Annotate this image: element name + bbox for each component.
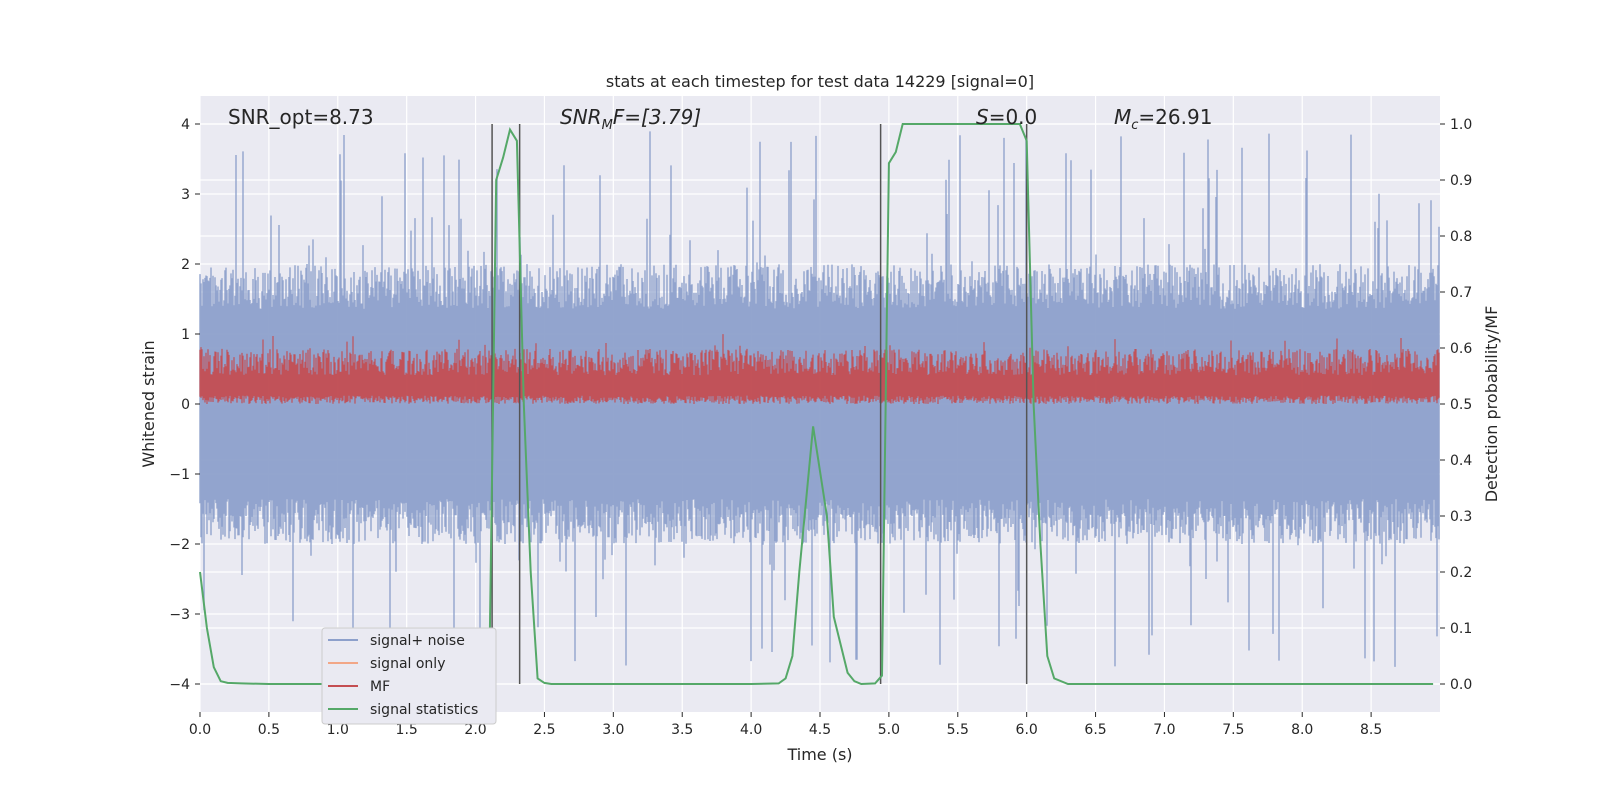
y-tick-label: −4 — [169, 677, 190, 693]
x-axis-label: Time (s) — [786, 745, 852, 764]
y-tick-label: 1 — [181, 327, 190, 343]
x-tick-label: 6.0 — [1016, 722, 1038, 738]
y-right-tick-label: 0.5 — [1450, 397, 1472, 413]
snr-mf-sub: M — [602, 118, 613, 133]
legend-label-noise: signal+ noise — [370, 633, 465, 649]
chart-title: stats at each timestep for test data 142… — [606, 72, 1034, 91]
s-name: S — [976, 105, 989, 129]
y-right-axis-label: Detection probability/MF — [1482, 306, 1501, 503]
x-tick-label: 5.5 — [947, 722, 969, 738]
y-tick-label: 4 — [181, 117, 190, 133]
y-tick-label: 2 — [181, 257, 190, 273]
y-right-tick-label: 0.2 — [1450, 565, 1472, 581]
y-right-tick-label: 0.7 — [1450, 285, 1472, 301]
annotation-snr-mf: SNRMF=[3.79] — [560, 105, 701, 133]
y-right-tick-label: 0.0 — [1450, 677, 1472, 693]
y-right-tick-label: 1.0 — [1450, 117, 1472, 133]
y-right-tick-label: 0.3 — [1450, 509, 1472, 525]
y-right-tick-label: 0.1 — [1450, 621, 1472, 637]
legend: signal+ noise signal only MF signal stat… — [321, 627, 497, 725]
mc-sub: c — [1131, 118, 1138, 133]
x-tick-label: 7.5 — [1222, 722, 1244, 738]
legend-label-signal-only: signal only — [370, 656, 445, 672]
snr-mf-name: SNR — [560, 105, 602, 129]
y-tick-label: −2 — [169, 537, 190, 553]
x-tick-label: 3.0 — [602, 722, 624, 738]
x-tick-label: 7.0 — [1153, 722, 1175, 738]
legend-box — [321, 627, 497, 725]
x-tick-label: 8.5 — [1360, 722, 1382, 738]
y-right-tick-label: 0.9 — [1450, 173, 1472, 189]
x-tick-label: 1.5 — [396, 722, 418, 738]
y-right-tick-label: 0.6 — [1450, 341, 1472, 357]
s-rest: =0.0 — [989, 105, 1038, 129]
x-tick-label: 4.0 — [740, 722, 762, 738]
mc-rest: =26.91 — [1138, 105, 1212, 129]
x-tick-label: 6.5 — [1084, 722, 1106, 738]
legend-label-signal-statistics: signal statistics — [370, 702, 478, 718]
y-right-tick-label: 0.8 — [1450, 229, 1472, 245]
y-right-axis-ticks: 0.0 0.1 0.2 0.3 0.4 0.5 0.6 0.7 0.8 0.9 1.0 — [1440, 117, 1472, 693]
snr-mf-rest: F=[3.79] — [613, 105, 701, 129]
x-tick-label: 3.5 — [671, 722, 693, 738]
x-tick-label: 1.0 — [327, 722, 349, 738]
x-tick-label: 2.5 — [533, 722, 555, 738]
x-tick-label: 8.0 — [1291, 722, 1313, 738]
y-tick-label: −3 — [169, 607, 190, 623]
y-tick-label: −1 — [169, 467, 190, 483]
x-tick-label: 5.0 — [878, 722, 900, 738]
x-tick-label: 4.5 — [809, 722, 831, 738]
noise-series — [199, 131, 1440, 673]
annotation-s: S=0.0 — [976, 105, 1037, 129]
annotation-mc: Mc=26.91 — [1114, 105, 1212, 133]
annotation-snr-opt: SNR_opt=8.73 — [228, 105, 374, 129]
x-tick-label: 0.0 — [189, 722, 211, 738]
y-axis-ticks: −4 −3 −2 −1 0 1 2 3 4 — [169, 117, 200, 693]
y-tick-label: 3 — [181, 187, 190, 203]
legend-label-mf: MF — [370, 679, 390, 695]
y-right-tick-label: 0.4 — [1450, 453, 1472, 469]
x-axis-ticks: 0.0 0.5 1.0 1.5 2.0 2.5 3.0 3.5 4.0 4.5 5.0 5.5 6.0 6… — [189, 712, 1382, 738]
y-axis-label: Whitened strain — [139, 340, 158, 467]
x-tick-label: 0.5 — [258, 722, 280, 738]
y-tick-label: 0 — [181, 397, 190, 413]
mc-name: M — [1114, 105, 1131, 129]
x-tick-label: 2.0 — [464, 722, 486, 738]
